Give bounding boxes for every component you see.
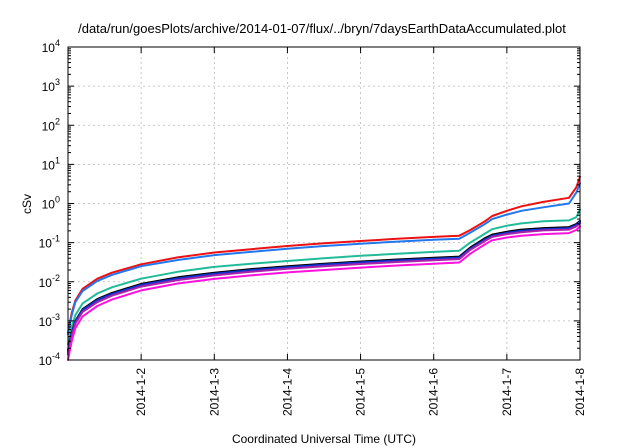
y-tick-label: 10-4 bbox=[39, 351, 60, 368]
x-tick-label: 2014-1-6 bbox=[427, 368, 441, 416]
y-tick-label: 101 bbox=[42, 155, 60, 172]
grid-lines bbox=[68, 47, 580, 360]
y-tick-label: 100 bbox=[42, 195, 60, 212]
x-tick-label: 2014-1-7 bbox=[500, 368, 514, 416]
x-tick-label: 2014-1-4 bbox=[280, 368, 294, 416]
y-axis-label: cSv bbox=[20, 194, 34, 214]
y-tick-label: 102 bbox=[42, 116, 60, 133]
series-line-2 bbox=[67, 182, 581, 336]
y-tick-label: 10-1 bbox=[39, 234, 60, 251]
y-tick-label: 10-2 bbox=[39, 273, 60, 290]
y-tick-label: 104 bbox=[42, 38, 60, 55]
x-axis-label: Coordinated Universal Time (UTC) bbox=[232, 432, 416, 446]
series-line-6 bbox=[67, 222, 581, 356]
series-line-1 bbox=[67, 175, 581, 334]
chart-title: /data/run/goesPlots/archive/2014-01-07/f… bbox=[78, 21, 566, 36]
y-tick-label: 103 bbox=[42, 77, 60, 94]
x-tick-label: 2014-1-8 bbox=[573, 368, 587, 416]
y-tick-label: 10-3 bbox=[39, 312, 60, 329]
x-tick-label: 2014-1-3 bbox=[207, 368, 221, 416]
x-tick-label: 2014-1-5 bbox=[354, 368, 368, 416]
axis-ticks: 10-4 10-3 10-2 10-1 100 101 102 103 104 2014-1-2 2… bbox=[39, 38, 587, 416]
x-tick-label: 2014-1-2 bbox=[134, 368, 148, 416]
series-line-7 bbox=[67, 225, 581, 361]
series-line-5 bbox=[67, 220, 581, 353]
series-line-3 bbox=[67, 208, 581, 346]
series-lines bbox=[67, 175, 581, 361]
